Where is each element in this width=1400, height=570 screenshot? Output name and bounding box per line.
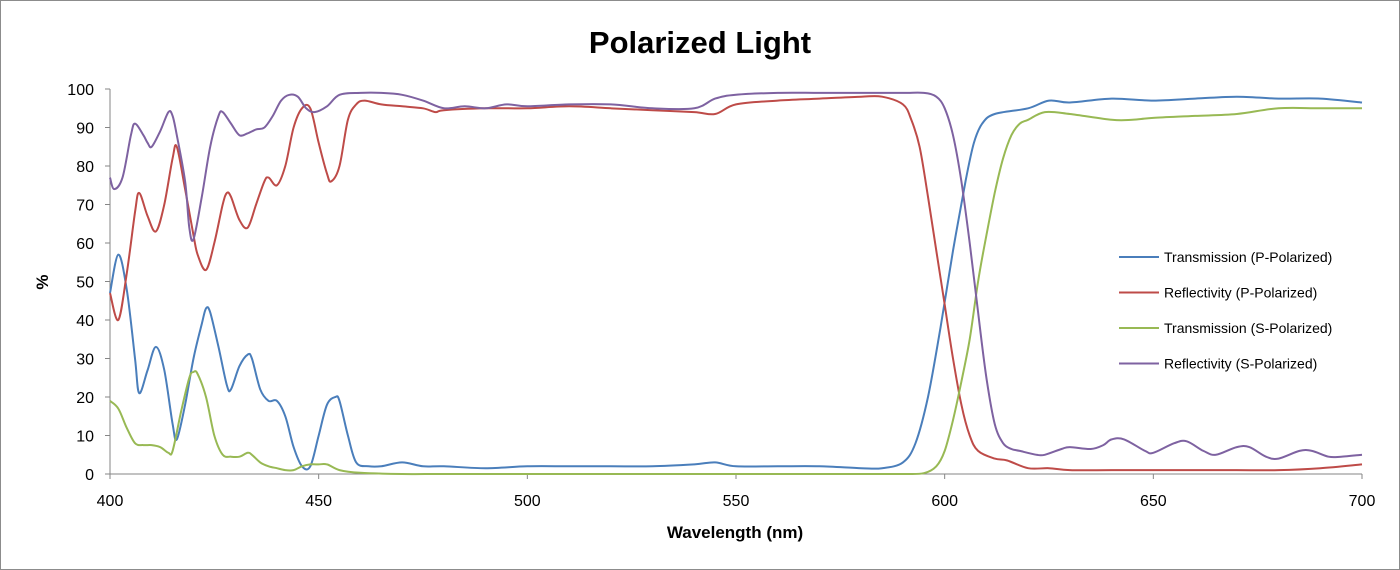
- y-tick-label: 100: [67, 82, 94, 99]
- legend: Transmission (P-Polarized) Reflectivity (…: [1119, 249, 1332, 372]
- y-tick-label: 60: [76, 236, 94, 253]
- y-tick-label: 80: [76, 159, 94, 176]
- legend-label: Transmission (S-Polarized): [1164, 320, 1332, 336]
- x-tick-label: 650: [1140, 493, 1167, 510]
- legend-label: Reflectivity (P-Polarized): [1164, 285, 1317, 301]
- series-line-reflectivity-s-polarized: [109, 91, 1363, 460]
- x-tick-label: 700: [1349, 493, 1376, 510]
- series-line-transmission-p-polarized: [109, 95, 1363, 471]
- y-axis-title: %: [33, 274, 52, 289]
- chart-title: Polarized Light: [589, 25, 811, 60]
- series-line-reflectivity-p-polarized: [109, 95, 1363, 472]
- x-tick-label: 450: [305, 493, 332, 510]
- y-tick-label: 50: [76, 275, 94, 292]
- y-axis-ticks: 0 10 20 30 40 50 60 70 80 90 100: [67, 82, 110, 484]
- y-tick-label: 0: [85, 467, 94, 484]
- axes: [109, 89, 1362, 475]
- y-tick-label: 90: [76, 121, 94, 138]
- y-tick-label: 10: [76, 429, 94, 446]
- y-tick-label: 70: [76, 198, 94, 215]
- y-tick-label: 40: [76, 313, 94, 330]
- y-tick-label: 20: [76, 390, 94, 407]
- x-axis-title: Wavelength (nm): [667, 523, 803, 542]
- series-line-transmission-s-polarized: [109, 106, 1362, 476]
- legend-label: Reflectivity (S-Polarized): [1164, 356, 1317, 372]
- legend-label: Transmission (P-Polarized): [1164, 249, 1332, 265]
- x-tick-label: 600: [931, 493, 958, 510]
- x-tick-label: 550: [723, 493, 750, 510]
- y-tick-label: 30: [76, 352, 94, 369]
- x-axis-ticks: 400 450 500 550 600 650 700: [97, 474, 1376, 510]
- x-tick-label: 500: [514, 493, 541, 510]
- x-tick-label: 400: [97, 493, 124, 510]
- plot-lines: [109, 91, 1363, 476]
